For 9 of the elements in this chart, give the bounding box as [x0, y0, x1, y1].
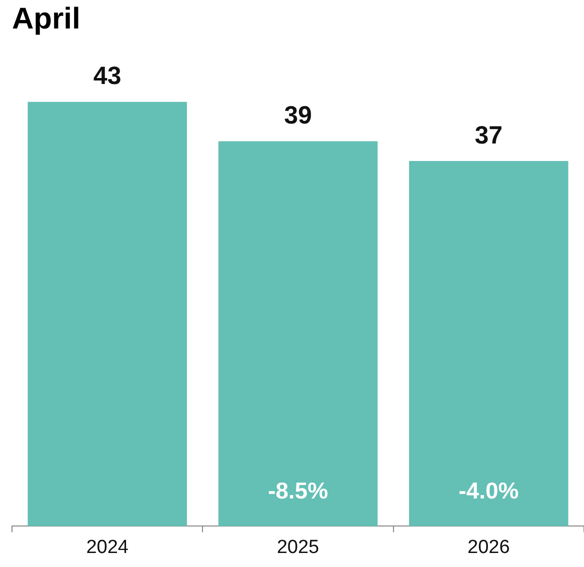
- chart-title: April: [12, 2, 80, 36]
- x-tick-label: 2025: [276, 536, 320, 558]
- annotation: -8.5%: [268, 478, 328, 504]
- data-label: 37: [474, 121, 503, 150]
- x-tick-label: 2024: [86, 536, 129, 558]
- annotation: -4.0%: [458, 478, 519, 504]
- data-label: 43: [93, 62, 122, 90]
- x-tick-label: 2026: [468, 536, 510, 558]
- data-label: 39: [284, 102, 312, 130]
